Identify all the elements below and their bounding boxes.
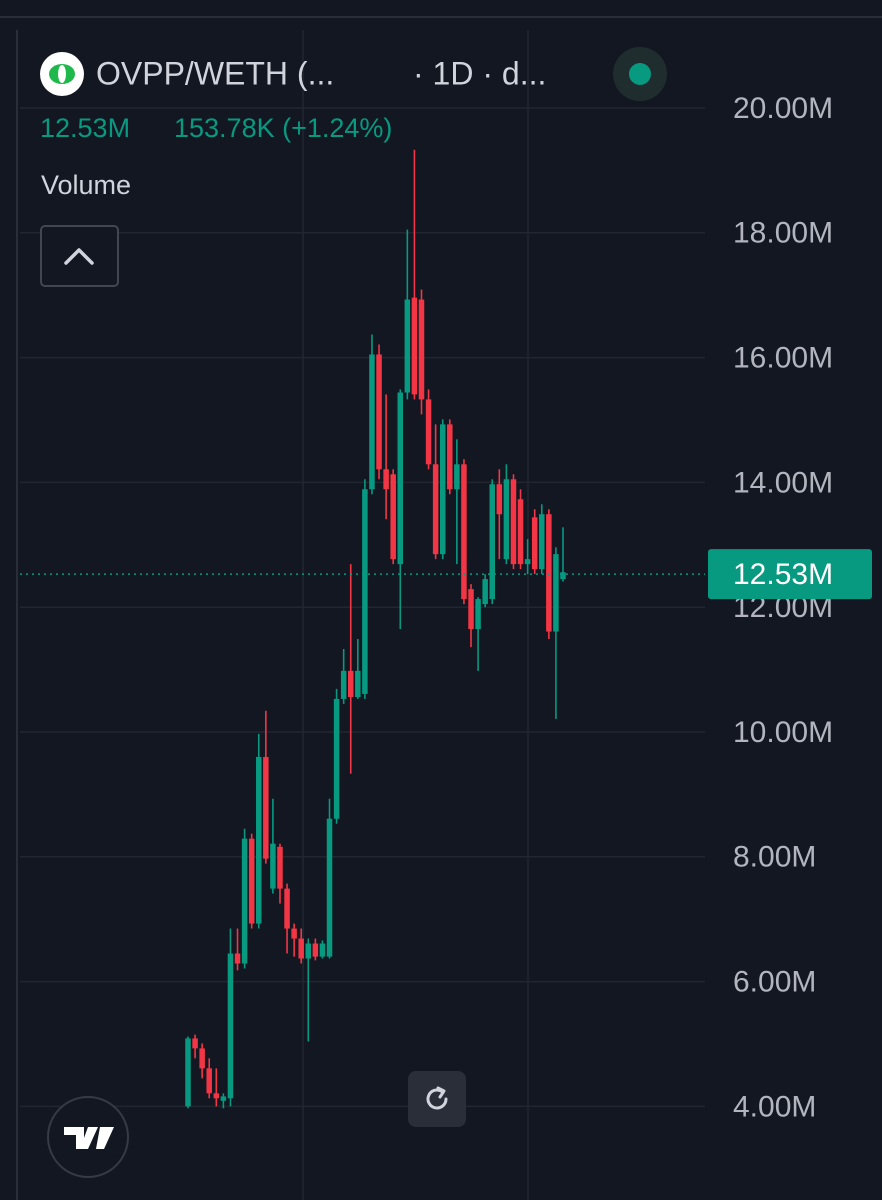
- candle-body: [524, 559, 531, 565]
- candle-body: [560, 572, 566, 580]
- chevron-icon: [64, 248, 94, 265]
- candle-body: [369, 354, 375, 490]
- price-change: 153.78K (+1.24%): [174, 113, 392, 143]
- reset-icon-arrow: [436, 1086, 446, 1099]
- candle-body: [298, 938, 304, 959]
- candle-body: [199, 1048, 205, 1069]
- candle-body: [277, 846, 283, 889]
- y-tick-label: 14.00M: [733, 466, 833, 499]
- candle-body: [241, 838, 248, 964]
- candle-body: [206, 1068, 212, 1094]
- candle-body: [539, 514, 545, 570]
- interval[interactable]: · 1D · d...: [413, 55, 546, 91]
- candles: [185, 149, 566, 1109]
- candle-body: [291, 928, 297, 939]
- reset-icon: [426, 1088, 448, 1110]
- candle-body: [482, 579, 488, 605]
- candle-body: [489, 484, 495, 600]
- candle-body: [418, 299, 425, 400]
- last-price: 12.53M: [40, 113, 130, 143]
- candle-body: [439, 424, 446, 555]
- candle-body: [270, 843, 276, 889]
- candle-body: [517, 499, 524, 565]
- symbol-title[interactable]: OVPP/WETH (...: [96, 55, 334, 91]
- candle-body: [447, 424, 453, 490]
- candle-body: [461, 464, 467, 600]
- last-price-tag: [708, 549, 872, 600]
- collapse-button[interactable]: [40, 225, 119, 287]
- candle-body: [263, 756, 269, 859]
- reset-button[interactable]: [408, 1071, 466, 1127]
- candle-body: [227, 953, 234, 1099]
- candle-body: [185, 1038, 191, 1107]
- candle-body: [192, 1038, 198, 1049]
- candle-body: [319, 943, 326, 957]
- y-tick-label: 4.00M: [733, 1090, 816, 1123]
- volume-label: Volume: [41, 170, 131, 200]
- symbol-logo-pupil: [58, 65, 66, 83]
- candle-body: [248, 838, 255, 924]
- y-tick-label: 10.00M: [733, 716, 833, 749]
- overlay: 4.00M6.00M8.00M10.00M12.00M14.00M16.00M1…: [20, 92, 872, 1123]
- candle-body: [383, 469, 389, 490]
- candle-body: [531, 517, 538, 570]
- candle-body: [213, 1093, 220, 1099]
- candle-body: [284, 888, 290, 929]
- candle-body: [362, 489, 368, 694]
- candle-body: [326, 818, 333, 957]
- candle-body: [546, 514, 552, 632]
- candle-body: [432, 464, 439, 555]
- candle-body: [475, 599, 481, 630]
- candle-body: [376, 354, 382, 470]
- candle-body: [496, 484, 503, 515]
- candle-body: [333, 698, 340, 819]
- candle-body: [510, 479, 517, 565]
- candle-body: [220, 1096, 227, 1101]
- candle-body: [312, 943, 319, 957]
- y-tick-label: 20.00M: [733, 92, 833, 125]
- candle-body: [355, 670, 361, 698]
- y-tick-label: 18.00M: [733, 217, 833, 250]
- status-dot: [629, 63, 651, 85]
- y-tick-label: 16.00M: [733, 342, 833, 375]
- candle-body: [234, 953, 241, 964]
- candle-body: [340, 670, 347, 699]
- candle-body: [454, 464, 460, 490]
- y-tick-label: 8.00M: [733, 841, 816, 874]
- candle-body: [397, 392, 404, 565]
- candle-body: [390, 474, 396, 560]
- candle-body: [256, 756, 262, 924]
- candle-body: [347, 670, 354, 698]
- candle-body: [503, 479, 510, 560]
- y-tick-label: 6.00M: [733, 966, 816, 999]
- grid: [20, 107, 705, 1108]
- candle-body: [404, 299, 411, 393]
- candle-body: [411, 297, 418, 395]
- candle-body: [553, 554, 559, 632]
- candle-body: [468, 589, 474, 630]
- candle-body: [305, 943, 312, 959]
- tradingview-logo: [64, 1127, 114, 1149]
- last-price-tag-label: 12.53M: [733, 558, 833, 591]
- candle-body: [425, 399, 432, 465]
